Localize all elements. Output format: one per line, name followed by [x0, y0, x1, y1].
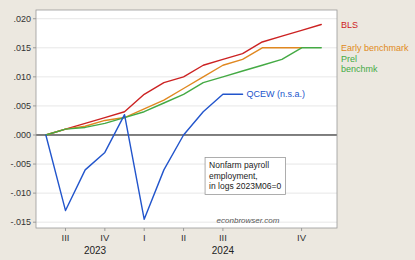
plot-area [36, 10, 337, 228]
series-label: Prelbenchmk [341, 54, 378, 74]
y-tick-label: -.005 [10, 159, 31, 169]
y-tick [33, 105, 36, 106]
year-label: 2023 [84, 245, 107, 256]
plot-frame [36, 10, 337, 228]
series-label: BLS [341, 20, 358, 30]
y-tick-label: -.015 [10, 217, 31, 227]
series-line [46, 25, 321, 135]
y-tick-label: -.010 [10, 188, 31, 198]
x-tick [104, 228, 105, 231]
y-tick [33, 18, 36, 19]
y-tick [33, 76, 36, 77]
y-tick [33, 47, 36, 48]
x-tick-label: IV [100, 232, 110, 243]
x-tick [144, 228, 145, 231]
x-tick-label: I [143, 232, 146, 243]
x-tick-label: IV [297, 232, 307, 243]
y-tick-label: .015 [13, 43, 31, 53]
chart: -.015-.010-.005.000.005.010.015.020IIIIV… [0, 0, 415, 260]
y-tick-label: .000 [13, 130, 31, 140]
series-label: Early benchmark [341, 43, 409, 53]
x-tick-label: III [219, 232, 227, 243]
annotation: Nonfarm payrollemployment,in logs 2023M0… [209, 160, 281, 191]
grid-line [36, 164, 337, 165]
y-tick [33, 134, 36, 135]
y-tick [33, 164, 36, 165]
background [0, 0, 415, 260]
grid-line [36, 18, 337, 19]
x-tick [65, 228, 66, 231]
x-tick-label: II [181, 232, 186, 243]
zero-line [36, 134, 337, 135]
x-tick [301, 228, 302, 231]
grid-line [36, 105, 337, 106]
y-tick-label: .020 [13, 14, 31, 24]
lines [46, 25, 321, 220]
y-tick [33, 193, 36, 194]
grid-line [36, 222, 337, 223]
y-tick-label: .005 [13, 101, 31, 111]
series-label: QCEW (n.s.a.) [247, 89, 306, 99]
credit: econbrowser.com [217, 216, 280, 225]
annotation-box [205, 157, 285, 194]
grid-line [36, 193, 337, 194]
grid-line [36, 76, 337, 77]
y-tick [33, 222, 36, 223]
y-tick-label: .010 [13, 72, 31, 82]
series-line [46, 48, 321, 135]
x-tick-label: III [62, 232, 70, 243]
year-label: 2024 [212, 245, 235, 256]
x-tick [183, 228, 184, 231]
x-tick [222, 228, 223, 231]
series-line [46, 94, 243, 219]
